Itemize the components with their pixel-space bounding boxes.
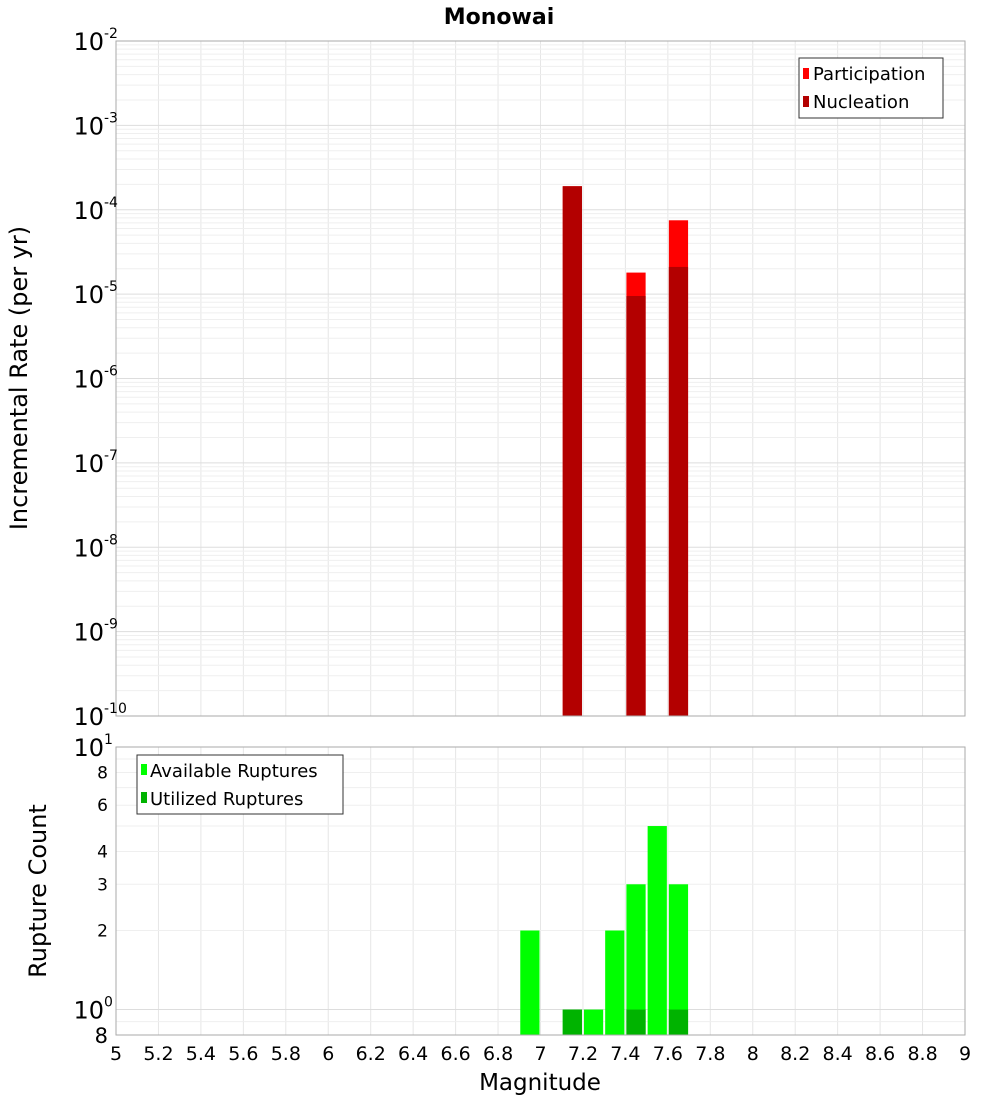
bottom-y-tick-label: 8 <box>95 1024 108 1048</box>
bottom-y-tick-label: 8 <box>97 763 108 783</box>
top-legend-box <box>798 57 944 119</box>
bottom-y-tick-label: 4 <box>97 842 108 862</box>
x-tick-label: 5 <box>110 1043 122 1065</box>
top-y-tick-exponent: -7 <box>104 448 118 464</box>
x-tick-label: 7.4 <box>610 1043 640 1065</box>
x-tick-label: 5.2 <box>143 1043 173 1065</box>
x-tick-label: 7.8 <box>695 1043 725 1065</box>
x-tick-label: 8.2 <box>780 1043 810 1065</box>
top-y-tick-exponent: -4 <box>104 195 118 211</box>
bottom-y-tick-exponent: 0 <box>104 995 113 1011</box>
available-ruptures-bar <box>668 884 689 1035</box>
utilized-ruptures-legend-swatch <box>141 792 147 803</box>
top-y-tick-label: 10 <box>73 619 104 647</box>
nucleation-legend-swatch <box>803 96 809 107</box>
x-tick-label: 6.6 <box>440 1043 470 1065</box>
top-y-tick-label: 10 <box>73 366 104 394</box>
utilized-ruptures-bar <box>626 1009 646 1035</box>
chart-title: Monowai <box>444 5 555 30</box>
available-ruptures-legend-swatch <box>141 764 147 775</box>
x-tick-label: 5.6 <box>228 1043 258 1065</box>
nucleation-legend-label: Nucleation <box>813 92 909 113</box>
x-tick-label: 9 <box>959 1043 971 1065</box>
utilized-ruptures-bar <box>668 1009 689 1035</box>
bottom-y-tick-label: 3 <box>97 875 108 895</box>
top-y-tick-label: 10 <box>73 112 104 140</box>
participation-legend-label: Participation <box>813 64 925 85</box>
x-tick-label: 6.4 <box>398 1043 428 1065</box>
x-tick-label: 8.4 <box>823 1043 853 1065</box>
nucleation-bar <box>562 186 582 716</box>
bottom-y-tick-label: 10 <box>73 997 104 1025</box>
top-legend: Participation Nucleation <box>798 57 944 119</box>
x-tick-label: 8.8 <box>907 1043 937 1065</box>
nucleation-bar <box>668 266 689 716</box>
top-y-tick-label: 10 <box>73 450 104 478</box>
top-y-tick-exponent: -10 <box>104 701 127 717</box>
top-y-tick-label: 10 <box>73 703 104 731</box>
top-y-tick-exponent: -6 <box>104 364 118 380</box>
bottom-plot-border <box>115 746 966 1036</box>
x-tick-label: 8 <box>747 1043 759 1065</box>
x-axis-label: Magnitude <box>479 1070 601 1096</box>
x-tick-label: 6 <box>322 1043 334 1065</box>
bottom-y-tick-exponent: 1 <box>104 732 113 748</box>
top-plot-border <box>115 40 966 717</box>
x-tick-labels: 5 5.2 5.4 5.6 5.8 6 6.2 6.4 6.6 6.8 7 7.2 7.4 7.6 7.8 8… <box>110 1043 971 1065</box>
x-tick-label: 5.8 <box>271 1043 301 1065</box>
top-y-tick-label: 10 <box>73 534 104 562</box>
top-y-tick-exponent: -8 <box>104 532 118 548</box>
bottom-y-tick-label: 6 <box>97 796 108 816</box>
top-y-tick-exponent: -3 <box>104 110 118 126</box>
x-tick-label: 6.2 <box>356 1043 386 1065</box>
x-tick-label: 7.2 <box>568 1043 598 1065</box>
available-ruptures-legend-label: Available Ruptures <box>150 761 318 782</box>
available-ruptures-bar <box>626 884 646 1035</box>
top-y-tick-exponent: -5 <box>104 279 118 295</box>
top-y-tick-exponent: -9 <box>104 617 118 633</box>
available-ruptures-bar <box>605 930 625 1035</box>
top-y-tick-exponent: -2 <box>104 26 118 42</box>
bottom-y-tick-label: 10 <box>73 734 104 762</box>
x-tick-label: 7.6 <box>653 1043 683 1065</box>
bottom-legend-box <box>136 754 344 815</box>
top-y-axis-label: Incremental Rate (per yr) <box>5 226 33 530</box>
top-y-tick-label: 10 <box>73 281 104 309</box>
participation-legend-swatch <box>803 68 809 79</box>
available-ruptures-bar <box>647 826 667 1035</box>
top-bars <box>562 186 689 717</box>
top-gridlines <box>115 40 966 717</box>
available-ruptures-bar <box>583 1009 604 1035</box>
top-y-tick-label: 10 <box>73 197 104 225</box>
x-tick-label: 7 <box>534 1043 546 1065</box>
x-tick-label: 5.4 <box>186 1043 216 1065</box>
bottom-y-tick-label: 2 <box>97 922 108 942</box>
utilized-ruptures-legend-label: Utilized Ruptures <box>150 789 303 810</box>
bottom-bars <box>520 826 689 1035</box>
nucleation-bar <box>626 296 646 716</box>
x-tick-label: 6.8 <box>483 1043 513 1065</box>
top-y-tick-label: 10 <box>73 28 104 56</box>
utilized-ruptures-bar <box>562 1009 582 1035</box>
available-ruptures-bar <box>520 930 540 1035</box>
bottom-legend: Available Ruptures Utilized Ruptures <box>136 754 344 815</box>
x-tick-label: 8.6 <box>865 1043 895 1065</box>
bottom-y-axis-label: Rupture Count <box>24 804 52 978</box>
